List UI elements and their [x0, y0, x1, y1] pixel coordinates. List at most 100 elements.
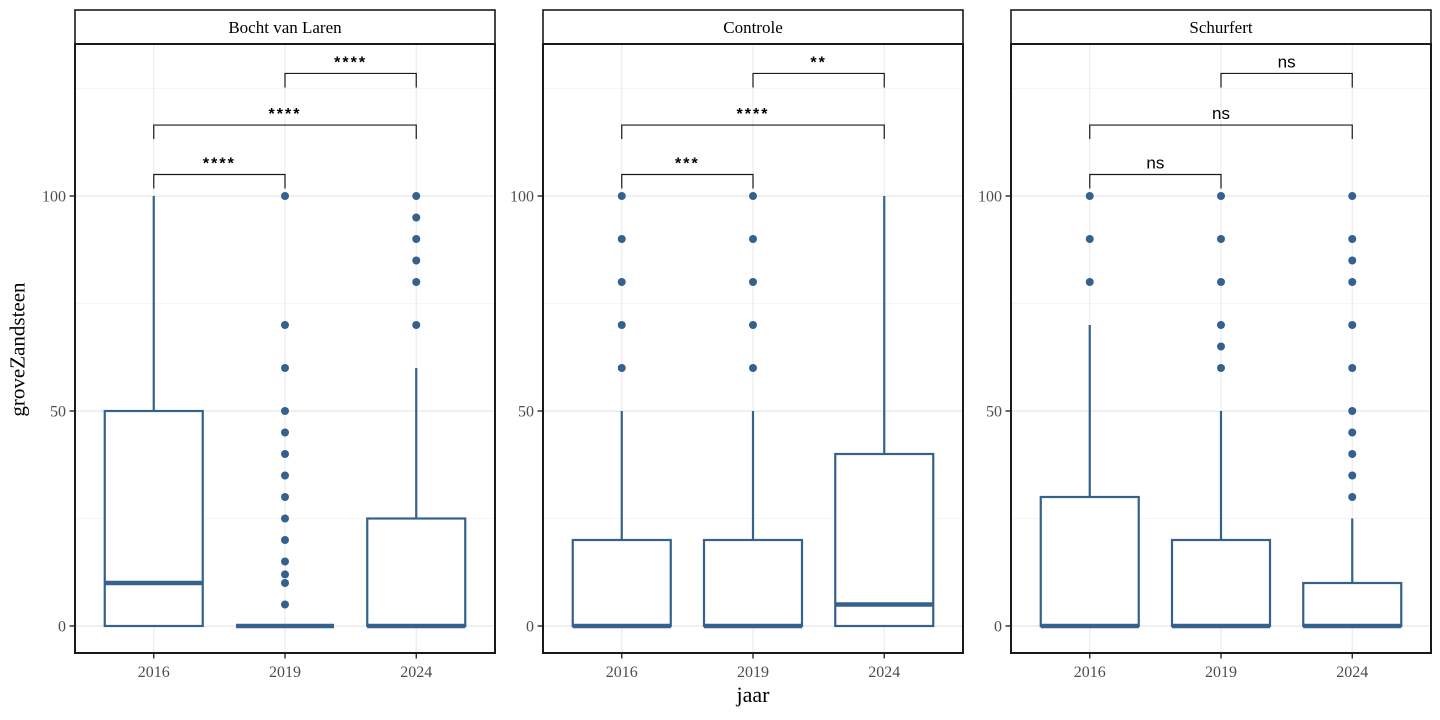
- outlier-dot: [281, 579, 289, 587]
- outlier-dot: [281, 471, 289, 480]
- facet-strip: [1010, 9, 1432, 45]
- box-2016: [103, 409, 204, 628]
- outlier-dot: [617, 235, 626, 243]
- x-axis-title: jaar: [736, 682, 770, 707]
- y-tick-label: 100: [42, 189, 66, 206]
- significance-bracket: [153, 124, 417, 140]
- facet-title: Bocht van Laren: [228, 18, 342, 37]
- y-tick-label: 0: [526, 619, 534, 636]
- significance-label: ***: [675, 156, 700, 173]
- box-2024: [366, 517, 467, 628]
- x-tick-label: 2024: [1336, 664, 1368, 681]
- outlier-dot: [281, 450, 289, 458]
- outlier-dot: [1217, 192, 1225, 200]
- significance-bracket: [1220, 72, 1353, 88]
- significance-label: ns: [1146, 154, 1164, 173]
- outlier-dot: [1348, 428, 1357, 437]
- outlier-dot: [281, 600, 289, 609]
- outlier-dot: [749, 364, 757, 372]
- box-2016: [1039, 495, 1140, 628]
- outlier-dot: [412, 213, 421, 222]
- outlier-dot: [1217, 278, 1225, 286]
- significance-label: ns: [1278, 52, 1296, 71]
- x-tick-label: 2019: [737, 664, 769, 681]
- outlier-dot: [281, 557, 289, 566]
- x-tick-label: 2024: [868, 664, 900, 681]
- box-2016: [571, 538, 672, 628]
- outlier-dot: [749, 321, 757, 329]
- outlier-dot: [412, 192, 421, 200]
- x-tick-label: 2024: [400, 664, 432, 681]
- outlier-dot: [281, 536, 289, 544]
- y-tick-label: 0: [994, 619, 1002, 636]
- outlier-dot: [1217, 364, 1225, 372]
- outlier-dot: [281, 407, 289, 415]
- significance-label: ns: [1212, 104, 1230, 123]
- significance-bracket: [1089, 173, 1222, 189]
- y-tick-label: 50: [518, 404, 534, 421]
- significance-bracket: [1089, 124, 1353, 140]
- outlier-dot: [1085, 235, 1094, 243]
- significance-label: **: [810, 54, 826, 71]
- outlier-dot: [281, 493, 289, 501]
- outlier-dot: [617, 192, 626, 200]
- outlier-dot: [617, 321, 626, 329]
- significance-bracket: [621, 124, 885, 140]
- outlier-dot: [412, 321, 421, 329]
- outlier-dot: [1348, 493, 1357, 501]
- significance-label: ****: [269, 106, 302, 123]
- x-tick-label: 2016: [1074, 664, 1106, 681]
- box-2019: [1170, 538, 1272, 628]
- x-tick-label: 2019: [269, 664, 301, 681]
- outlier-dot: [281, 192, 289, 200]
- box-2024: [834, 452, 935, 628]
- facet-title: Schurfert: [1189, 18, 1253, 37]
- y-tick-label: 100: [978, 189, 1002, 206]
- outlier-dot: [1348, 450, 1357, 458]
- outlier-dot: [1348, 192, 1357, 200]
- outlier-dot: [1348, 235, 1357, 243]
- outlier-dot: [617, 278, 626, 286]
- outlier-dot: [1085, 278, 1094, 286]
- y-tick-label: 50: [986, 404, 1002, 421]
- outlier-dot: [281, 428, 289, 437]
- box-2024: [1302, 581, 1403, 628]
- significance-bracket: [284, 72, 417, 88]
- outlier-dot: [412, 278, 421, 286]
- x-tick-label: 2016: [138, 664, 170, 681]
- y-axis-title: groveZandsteen: [5, 282, 30, 417]
- outlier-dot: [281, 570, 289, 579]
- y-tick-label: 0: [58, 619, 66, 636]
- significance-label: ****: [203, 156, 236, 173]
- facet-title: Controle: [723, 18, 783, 37]
- significance-bracket: [752, 72, 885, 88]
- outlier-dot: [1217, 321, 1225, 329]
- significance-label: ****: [334, 54, 367, 71]
- outlier-dot: [1217, 342, 1225, 351]
- outlier-dot: [281, 514, 289, 523]
- outlier-dot: [1085, 192, 1094, 200]
- outlier-dot: [1217, 235, 1225, 243]
- y-tick-label: 50: [50, 404, 66, 421]
- box-2019: [702, 538, 804, 628]
- outlier-dot: [412, 235, 421, 243]
- outlier-dot: [1348, 278, 1357, 286]
- outlier-dot: [1348, 407, 1357, 415]
- outlier-dot: [749, 192, 757, 200]
- outlier-dot: [281, 321, 289, 329]
- y-tick-label: 100: [510, 189, 534, 206]
- outlier-dot: [1348, 364, 1357, 372]
- outlier-dot: [617, 364, 626, 372]
- significance-label: ****: [737, 106, 770, 123]
- x-tick-label: 2019: [1205, 664, 1237, 681]
- outlier-dot: [749, 278, 757, 286]
- outlier-dot: [1348, 471, 1357, 480]
- outlier-dot: [281, 364, 289, 372]
- outlier-dot: [1348, 321, 1357, 329]
- outlier-dot: [1348, 256, 1357, 265]
- outlier-dot: [749, 235, 757, 243]
- outlier-dot: [412, 256, 421, 265]
- significance-bracket: [621, 173, 754, 189]
